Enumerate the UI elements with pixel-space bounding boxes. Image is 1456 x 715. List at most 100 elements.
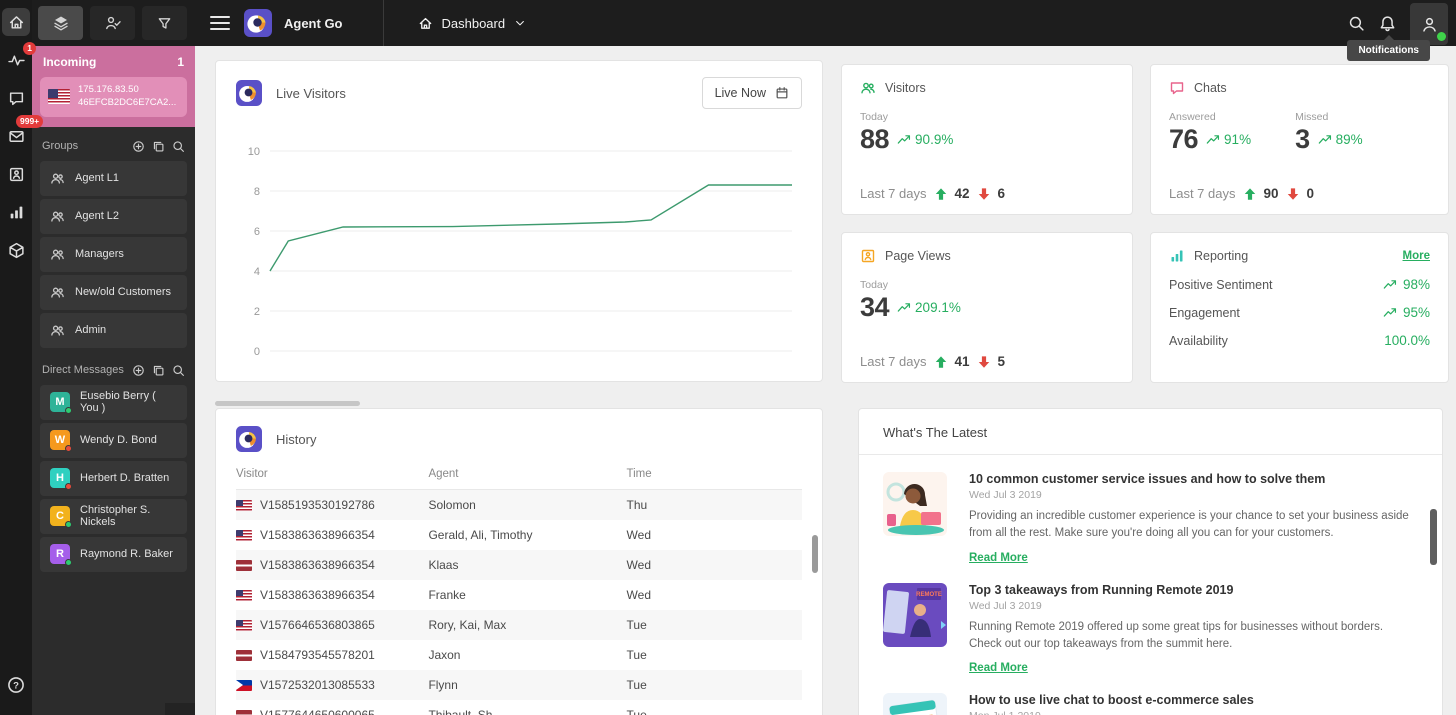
- mail-icon: [8, 128, 25, 145]
- nav-home-button[interactable]: [2, 8, 30, 36]
- sidebar-item-group[interactable]: Agent L2: [40, 198, 187, 234]
- menu-toggle-icon[interactable]: [210, 16, 230, 30]
- sidebar-item-group[interactable]: Agent L1: [40, 160, 187, 196]
- news-article: REMOTE Top 3 takeaways from Running Remo…: [883, 582, 1418, 677]
- reporting-value: 98%: [1402, 277, 1430, 292]
- trend-up-icon: [1318, 133, 1332, 147]
- avatar: H: [50, 468, 72, 491]
- table-row[interactable]: V1583863638966354 Franke Wed: [236, 580, 802, 610]
- funnel-icon: [157, 16, 172, 31]
- reporting-bars-icon: [1169, 248, 1185, 264]
- copy-icon[interactable]: [152, 364, 165, 377]
- nav-activity-button[interactable]: 1: [2, 42, 36, 74]
- groups-title: Groups: [42, 140, 79, 153]
- app-logo-icon: [244, 9, 272, 37]
- chats-card: Chats Answered 76 91% Missed 3 89%: [1150, 64, 1449, 215]
- table-row[interactable]: V1572532013085533 Flynn Tue: [236, 670, 802, 700]
- reporting-row: Engagement 95%: [1169, 305, 1430, 320]
- divider: [859, 454, 1442, 455]
- nav-apps-button[interactable]: [2, 236, 30, 264]
- people-icon: [50, 323, 65, 338]
- group-label: Agent L2: [75, 210, 120, 223]
- visitors-today-value: 88: [860, 124, 890, 154]
- search-groups-icon[interactable]: [172, 140, 185, 153]
- nav-reports-button[interactable]: [2, 198, 30, 226]
- reporting-more-link[interactable]: More: [1402, 250, 1430, 262]
- dashboard-main: Live Visitors Live Now 0 2 4 6 8 10 Visitors …: [195, 46, 1456, 715]
- live-now-button[interactable]: Live Now: [701, 77, 802, 109]
- table-row[interactable]: V1576646536803865 Rory, Kai, Max Tue: [236, 610, 802, 640]
- sidebar-scroll-handle[interactable]: [165, 703, 195, 715]
- horizontal-scrollbar-thumb[interactable]: [215, 401, 360, 406]
- nav-inbox-button[interactable]: 999+: [2, 115, 44, 150]
- sidebar-item-dm[interactable]: C Christopher S. Nickels: [40, 498, 187, 534]
- add-group-icon[interactable]: [132, 140, 145, 153]
- article-date: Mon Jul 1 2019: [969, 710, 1418, 715]
- news-scrollbar-thumb[interactable]: [1430, 509, 1437, 565]
- search-dm-icon[interactable]: [172, 364, 185, 377]
- notifications-button[interactable]: [1379, 15, 1396, 32]
- live-visitors-chart: 0 2 4 6 8 10: [248, 146, 792, 358]
- incoming-visitor-item[interactable]: 175.176.83.50 46EFCB2DC6E7CA2...: [40, 77, 187, 117]
- add-dm-icon[interactable]: [132, 364, 145, 377]
- nav-chats-button[interactable]: [2, 84, 30, 112]
- group-label: Managers: [75, 248, 124, 261]
- read-more-link[interactable]: Read More: [969, 551, 1028, 564]
- avatar: R: [50, 544, 72, 567]
- page-views-title: Page Views: [885, 249, 951, 263]
- activity-pulse-icon: [8, 52, 25, 69]
- article-title[interactable]: 10 common customer service issues and ho…: [969, 472, 1326, 486]
- article-title[interactable]: How to use live chat to boost e-commerce…: [969, 693, 1254, 707]
- reporting-value: 95%: [1402, 305, 1430, 320]
- read-more-link[interactable]: Read More: [969, 662, 1028, 674]
- search-button[interactable]: [1348, 15, 1365, 32]
- chats-bubble-icon: [1169, 80, 1185, 96]
- article-date: Wed Jul 3 2019: [969, 599, 1042, 612]
- reporting-row: Positive Sentiment 98%: [1169, 277, 1430, 292]
- live-visitors-card: Live Visitors Live Now 0 2 4 6 8 10: [215, 60, 823, 382]
- dm-name: Christopher S. Nickels: [80, 504, 151, 529]
- dashboard-nav-dropdown[interactable]: Dashboard: [418, 16, 527, 31]
- table-row[interactable]: V1584793545578201 Jaxon Tue: [236, 640, 802, 670]
- sidebar-item-group[interactable]: Admin: [40, 312, 187, 348]
- article-title[interactable]: Top 3 takeaways from Running Remote 2019: [969, 582, 1234, 597]
- history-table-header: Visitor Agent Time: [236, 452, 802, 490]
- view-groups-button[interactable]: [38, 6, 83, 40]
- visitor-flag: [236, 589, 252, 601]
- user-menu-button[interactable]: [1410, 3, 1448, 45]
- nav-contacts-button[interactable]: [2, 160, 30, 188]
- sidebar-item-dm[interactable]: W Wendy D. Bond: [40, 422, 187, 458]
- column-time: Time: [626, 468, 652, 480]
- filter-button[interactable]: [142, 6, 187, 40]
- nav-help-button[interactable]: [2, 671, 30, 699]
- table-row[interactable]: V1583863638966354 Gerald, Ali, Timothy Wed: [236, 520, 802, 550]
- people-icon: [50, 247, 65, 262]
- view-agents-button[interactable]: [90, 6, 135, 40]
- sidebar-item-dm[interactable]: M Eusebio Berry ( You ): [40, 384, 187, 420]
- copy-icon[interactable]: [152, 140, 165, 153]
- brand: Agent Go: [244, 9, 343, 37]
- sidebar-item-dm[interactable]: H Herbert D. Bratten: [40, 460, 187, 496]
- direct-messages-header: Direct Messages: [32, 351, 195, 385]
- dm-name: Eusebio Berry ( You ): [80, 390, 156, 415]
- sidebar-item-group[interactable]: Managers: [40, 236, 187, 272]
- table-row[interactable]: V1583863638966354 Klaas Wed: [236, 550, 802, 580]
- sidebar-item-dm[interactable]: R Raymond R. Baker: [40, 536, 187, 572]
- people-icon: [50, 285, 65, 300]
- column-visitor: Visitor: [236, 468, 268, 480]
- visitor-flag: [236, 529, 252, 541]
- incoming-title: Incoming: [43, 55, 97, 69]
- incoming-section: Incoming 1 175.176.83.50 46EFCB2DC6E7CA2…: [32, 46, 195, 127]
- divider: [382, 0, 384, 46]
- group-label: Admin: [75, 324, 107, 337]
- trend-up-icon: [897, 133, 911, 147]
- today-label: Today: [860, 111, 889, 123]
- table-row[interactable]: V1577644650600065 Thibault, Sh Tue: [236, 700, 802, 715]
- history-card: History Visitor Agent Time V158519353019…: [215, 408, 823, 715]
- trend-up-icon: [897, 301, 911, 315]
- reporting-value: 100.0%: [1384, 333, 1430, 348]
- history-scrollbar-thumb[interactable]: [812, 535, 818, 573]
- table-row[interactable]: V1585193530192786 Solomon Thu: [236, 490, 802, 520]
- arrow-down-icon: [977, 355, 991, 369]
- sidebar-item-group[interactable]: New/old Customers: [40, 274, 187, 310]
